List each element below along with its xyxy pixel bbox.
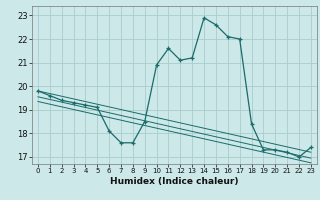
X-axis label: Humidex (Indice chaleur): Humidex (Indice chaleur) [110, 177, 239, 186]
